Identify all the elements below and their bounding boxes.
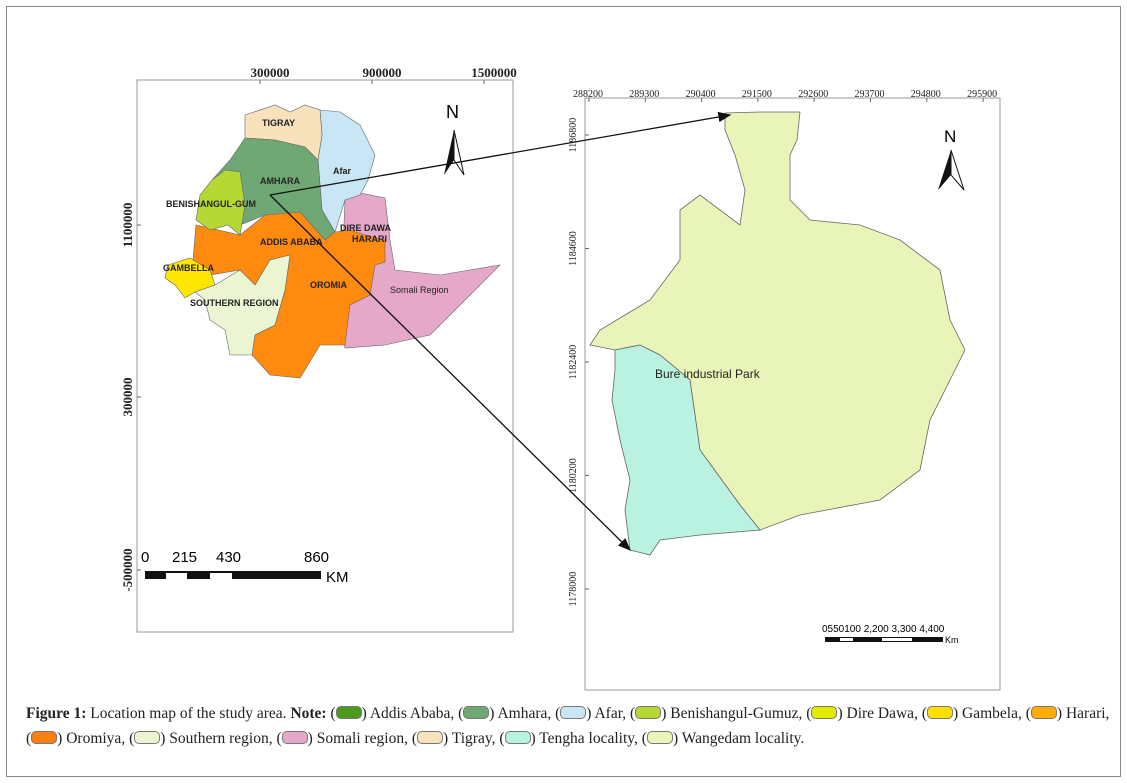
x-tick-label: 1500000 <box>471 65 517 80</box>
figure-caption: Figure 1: Location map of the study area… <box>26 701 1116 751</box>
label-benishangul: BENISHANGUL-GUM <box>166 199 256 209</box>
label-somali: Somali Region <box>390 285 449 295</box>
bure-industrial-park-label: Bure industrial Park <box>655 367 761 381</box>
tengha-locality <box>611 344 761 556</box>
legend-label: Somali region, <box>316 730 408 747</box>
y-tick-label: 1180200 <box>568 458 579 493</box>
y-tick-label: 1186800 <box>568 118 579 153</box>
x-tick-label: 291500 <box>742 89 772 100</box>
legend-swatch <box>31 731 58 744</box>
label-harari: HARARI <box>352 234 387 244</box>
legend-item: () Wangedam locality. <box>641 730 805 747</box>
svg-text:215: 215 <box>172 549 197 566</box>
legend-swatch <box>134 731 161 744</box>
inset-arrow-top <box>269 111 732 196</box>
figure-frame <box>6 6 1121 777</box>
legend-swatch <box>281 731 308 744</box>
legend-item: () Amhara, <box>458 705 552 722</box>
x-tick-label: 294800 <box>911 89 941 100</box>
x-tick-label: 292600 <box>798 89 828 100</box>
x-tick-label: 293700 <box>855 89 885 100</box>
legend-swatch <box>463 706 490 719</box>
legend-swatch <box>335 706 362 719</box>
x-tick-label: 289300 <box>629 89 659 100</box>
legend-label: Amhara, <box>497 705 552 722</box>
legend-item: () Oromiya, <box>26 730 126 747</box>
legend-label: Addis Ababa, <box>369 705 455 722</box>
x-tick-label: 295900 <box>967 89 997 100</box>
legend-item: () Gambela, <box>921 705 1022 722</box>
legend-label: Afar, <box>594 705 627 722</box>
label-oromia: OROMIA <box>310 280 347 290</box>
legend-item: () Tigray, <box>411 730 496 747</box>
svg-text:0550100 2,200 3,300 4,400: 0550100 2,200 3,300 4,400 <box>822 624 945 635</box>
legend-label: Oromiya, <box>66 730 126 747</box>
region-labels: TIGRAY Afar AMHARA BENISHANGUL-GUM ADDIS… <box>163 118 449 308</box>
svg-text:N: N <box>446 102 459 122</box>
caption-text: Location map of the study area. <box>90 705 287 722</box>
legend-label: Gambela, <box>962 705 1022 722</box>
label-dire-dawa: DIRE DAWA <box>340 223 392 233</box>
legend-swatch <box>635 706 662 719</box>
region-benishangul <box>195 169 246 236</box>
legend-item: () Dire Dawa, <box>806 705 918 722</box>
svg-text:0: 0 <box>141 549 149 566</box>
label-addis-ababa: ADDIS ABABA <box>260 237 323 247</box>
y-tick-label: 1100000 <box>120 203 135 248</box>
x-tick-label: 300000 <box>251 65 290 80</box>
legend-swatch <box>927 706 953 719</box>
x-tick-label: 288200 <box>573 89 603 100</box>
label-gambella: GAMBELLA <box>163 263 214 273</box>
label-afar: Afar <box>333 166 352 176</box>
svg-text:N: N <box>944 127 956 146</box>
north-arrow-right-icon: N <box>938 127 965 191</box>
svg-text:860: 860 <box>304 549 329 566</box>
y-tick-label: 1178000 <box>568 572 579 607</box>
caption-note: Note: <box>290 705 327 722</box>
scale-bar-left: 0 215 430 860 KM <box>141 549 349 586</box>
legend-swatch <box>811 706 838 719</box>
y-tick-label: 300000 <box>120 378 135 417</box>
svg-text:KM: KM <box>326 569 349 586</box>
right-map-frame <box>584 97 1001 691</box>
y-tick-label: 1184600 <box>568 231 579 266</box>
legend-swatch <box>504 731 531 744</box>
x-tick-label: 290400 <box>686 89 716 100</box>
legend-label: Tigray, <box>451 730 496 747</box>
legend-label: Benishangul-Gumuz, <box>670 705 803 722</box>
legend-item: () Afar, <box>555 705 627 722</box>
legend-label: Wangedam locality. <box>681 730 805 747</box>
legend-item: () Addis Ababa, <box>330 705 455 722</box>
legend-item: () Harari, <box>1025 705 1110 722</box>
x-tick-label: 900000 <box>363 65 402 80</box>
region-southern <box>194 254 291 356</box>
inset-arrow-bottom <box>269 194 631 551</box>
legend-item: () Tengha locality, <box>499 730 638 747</box>
legend-swatch <box>417 731 444 744</box>
svg-text:Km: Km <box>945 635 959 645</box>
label-southern: SOUTHERN REGION <box>190 298 279 308</box>
y-tick-label: 1182400 <box>568 345 579 380</box>
region-somali <box>339 192 501 349</box>
legend-swatch <box>646 731 673 744</box>
left-map-frame <box>136 79 514 633</box>
label-amhara: AMHARA <box>260 176 300 186</box>
legend-item: () Somali region, <box>276 730 409 747</box>
legend-label: Southern region, <box>169 730 273 747</box>
figure-number: Figure 1: <box>26 705 87 722</box>
legend-label: Tengha locality, <box>539 730 638 747</box>
legend-swatch <box>560 706 587 719</box>
svg-text:430: 430 <box>216 549 241 566</box>
label-tigray: TIGRAY <box>262 118 295 128</box>
y-tick-label: -500000 <box>120 548 135 591</box>
legend-label: Dire Dawa, <box>846 705 918 722</box>
legend-item: () Benishangul-Gumuz, <box>630 705 803 722</box>
ethiopia-regions <box>164 104 501 379</box>
legend-swatch <box>1030 706 1057 719</box>
scale-bar-right: 0550100 2,200 3,300 4,400 Km <box>822 624 959 645</box>
caption-legend: () Addis Ababa, () Amhara, () Afar, () B… <box>26 705 1109 747</box>
legend-label: Harari, <box>1065 705 1110 722</box>
legend-item: () Southern region, <box>129 730 273 747</box>
